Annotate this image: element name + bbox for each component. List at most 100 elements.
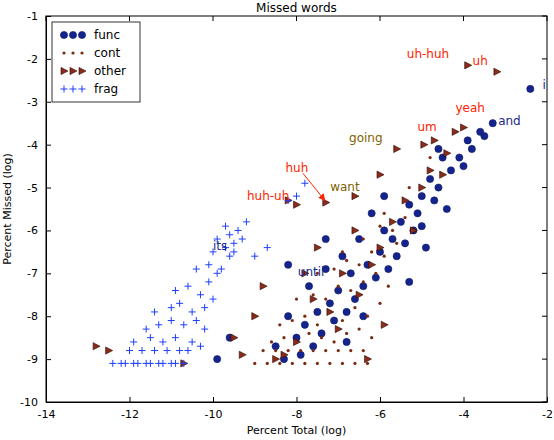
x-tick: -6	[375, 397, 386, 421]
point	[401, 240, 408, 247]
point	[176, 347, 183, 354]
y-tick-mark-right	[542, 316, 547, 317]
point	[205, 278, 212, 285]
point	[243, 218, 250, 225]
x-tick-mark-top	[213, 16, 214, 21]
y-tick-mark-right	[542, 16, 547, 17]
x-tick: -8	[292, 397, 303, 421]
point	[264, 244, 271, 251]
point	[189, 338, 196, 345]
point	[314, 308, 321, 315]
point	[358, 327, 361, 330]
point	[314, 244, 321, 251]
point	[201, 304, 208, 311]
point	[406, 278, 413, 285]
point	[418, 193, 425, 200]
point	[168, 304, 175, 311]
x-tick-mark-top	[129, 16, 130, 21]
annotation-arrow	[303, 173, 325, 200]
legend-label: func	[94, 28, 120, 42]
legend-marker	[78, 31, 85, 38]
point	[282, 336, 285, 339]
point	[197, 343, 204, 350]
point	[318, 330, 325, 337]
point	[303, 315, 306, 318]
point	[406, 201, 413, 208]
point	[419, 184, 426, 191]
point	[159, 360, 166, 367]
point	[197, 291, 204, 298]
point	[320, 336, 323, 339]
point	[270, 340, 273, 343]
point	[332, 340, 335, 343]
point	[109, 360, 116, 367]
legend-marker	[70, 67, 77, 74]
legend-marker	[80, 51, 83, 54]
y-tick-mark-right	[542, 144, 547, 145]
point	[278, 362, 281, 365]
y-tick: -10	[20, 396, 51, 409]
y-tick-label: -6	[27, 224, 38, 237]
point	[345, 332, 348, 335]
y-tick-label: -3	[27, 96, 38, 109]
y-tick-label: -9	[27, 353, 38, 366]
x-tick-mark	[380, 397, 381, 402]
point	[301, 321, 308, 328]
point	[172, 334, 179, 341]
y-tick-mark-right	[542, 187, 547, 188]
point	[431, 197, 438, 204]
point	[226, 231, 233, 238]
point	[155, 321, 162, 328]
point	[418, 223, 425, 230]
x-tick: -12	[121, 397, 139, 421]
y-tick: -4	[27, 139, 51, 152]
point	[353, 362, 356, 365]
y-axis-title: Percent Missed (log)	[1, 153, 14, 265]
point	[159, 338, 166, 345]
x-tick-mark-top	[547, 16, 548, 21]
point	[252, 313, 259, 320]
annotation: um	[418, 120, 437, 134]
legend-marker	[60, 31, 67, 38]
point	[349, 349, 352, 352]
x-axis-title: Percent Total (log)	[247, 424, 346, 437]
point	[360, 313, 367, 320]
point	[193, 317, 200, 324]
point	[291, 362, 294, 365]
point	[465, 62, 472, 69]
x-tick-label: -14	[38, 408, 56, 421]
y-tick: -5	[27, 182, 51, 195]
y-tick-mark	[46, 188, 51, 189]
point	[285, 313, 292, 320]
point	[210, 296, 217, 303]
point	[377, 171, 384, 178]
legend-box	[52, 22, 140, 102]
point	[353, 306, 356, 309]
point	[299, 349, 302, 352]
point	[435, 184, 442, 191]
point	[345, 259, 348, 262]
point	[291, 319, 294, 322]
point	[421, 141, 428, 148]
point	[324, 349, 327, 352]
x-tick-label: -4	[459, 408, 470, 421]
point	[335, 287, 342, 294]
point	[301, 180, 308, 187]
point	[494, 68, 501, 75]
point	[297, 351, 304, 358]
point	[362, 349, 365, 352]
legend-marker	[61, 67, 68, 74]
legend-marker	[71, 51, 74, 54]
point	[374, 272, 377, 275]
point	[397, 218, 404, 225]
point	[260, 283, 267, 290]
point	[262, 349, 265, 352]
point	[305, 283, 312, 290]
series-func	[214, 85, 534, 362]
point	[356, 235, 363, 242]
point	[343, 308, 350, 315]
annotation: uh-huh	[407, 47, 449, 61]
point	[429, 156, 432, 159]
legend-entry: cont	[62, 46, 120, 60]
point	[266, 362, 269, 365]
